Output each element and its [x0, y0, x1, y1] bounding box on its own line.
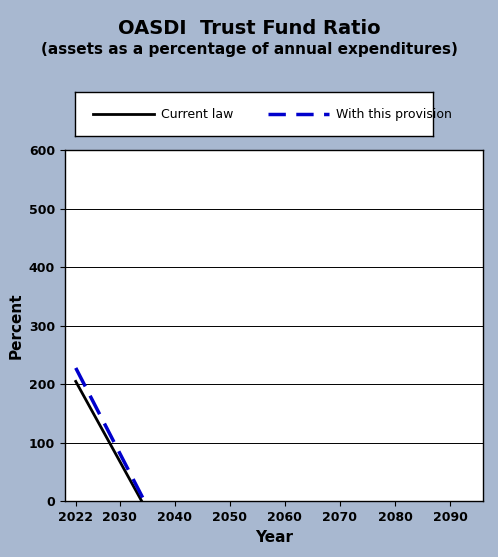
Text: (assets as a percentage of annual expenditures): (assets as a percentage of annual expend…: [40, 42, 458, 57]
Text: OASDI  Trust Fund Ratio: OASDI Trust Fund Ratio: [118, 19, 380, 38]
Text: With this provision: With this provision: [337, 108, 452, 121]
Y-axis label: Percent: Percent: [8, 292, 23, 359]
X-axis label: Year: Year: [255, 530, 293, 545]
Text: Current law: Current law: [161, 108, 233, 121]
